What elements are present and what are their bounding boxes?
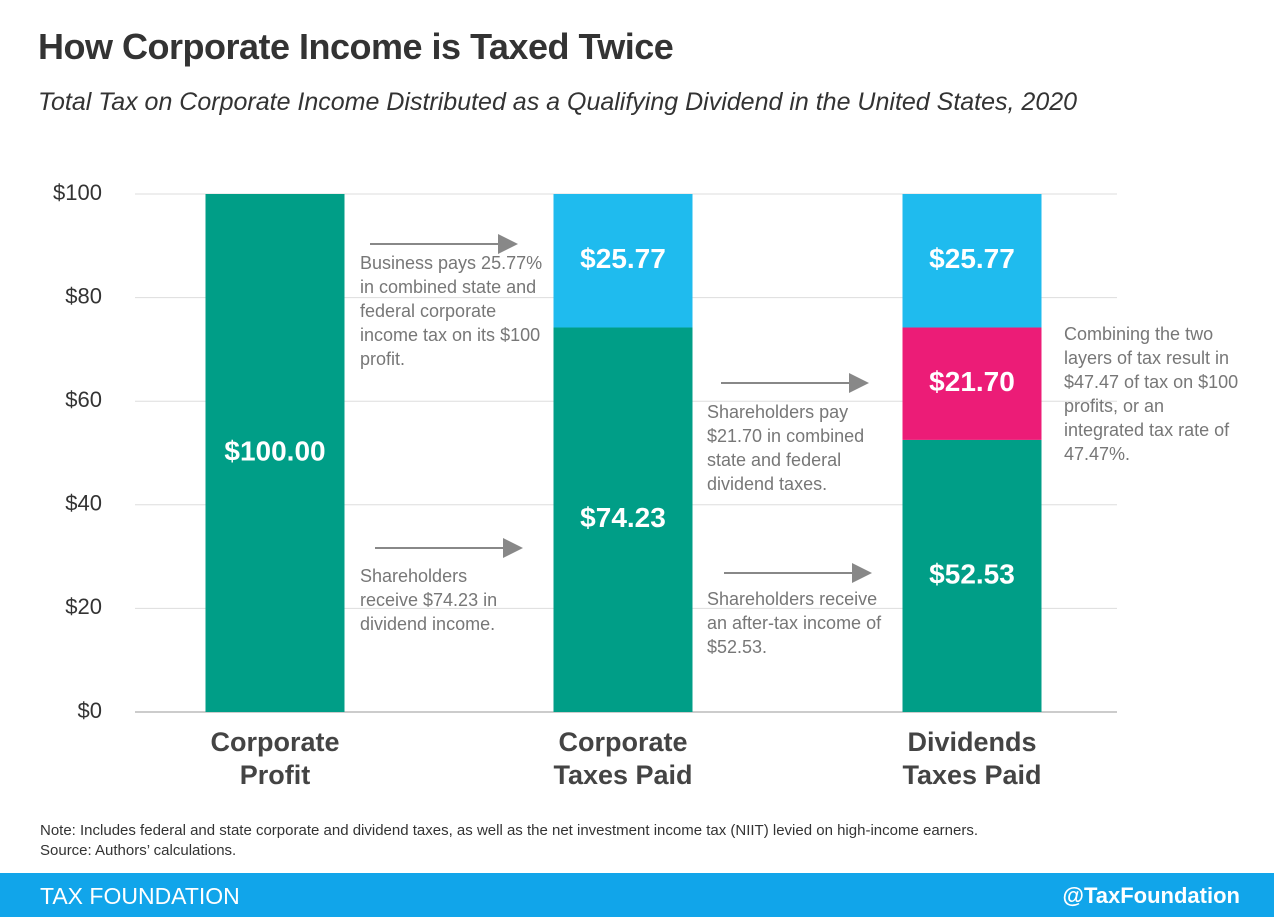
chart-subtitle: Total Tax on Corporate Income Distribute… bbox=[38, 88, 1078, 116]
source: Source: Authors’ calculations. bbox=[40, 842, 237, 859]
handle: @TaxFoundation bbox=[1062, 883, 1240, 908]
data-label: $21.70 bbox=[929, 366, 1015, 397]
data-label: $52.53 bbox=[929, 558, 1015, 589]
data-label: $74.23 bbox=[580, 502, 666, 533]
data-label: $100.00 bbox=[224, 435, 325, 466]
y-tick-label: $0 bbox=[78, 698, 102, 723]
x-tick-label: Corporate Taxes Paid bbox=[553, 727, 693, 790]
bar-segment bbox=[902, 439, 1042, 712]
annotation: Shareholders receive an after-tax income… bbox=[707, 589, 882, 657]
annotation: Shareholders receive $74.23 in dividend … bbox=[360, 566, 498, 634]
y-tick-label: $100 bbox=[53, 180, 102, 205]
arrows bbox=[370, 234, 872, 583]
y-tick-label: $60 bbox=[65, 387, 102, 412]
y-tick-label: $80 bbox=[65, 283, 102, 308]
bar-segment bbox=[902, 327, 1042, 440]
chart-title: How Corporate Income is Taxed Twice bbox=[38, 26, 674, 67]
data-label: $25.77 bbox=[580, 243, 666, 274]
x-tick-label: Corporate Profit bbox=[210, 727, 340, 790]
annotation: Combining the two layers of tax result i… bbox=[1064, 324, 1239, 464]
bar-segment bbox=[553, 194, 693, 328]
data-label: $25.77 bbox=[929, 243, 1015, 274]
brand: TAX FOUNDATION bbox=[40, 883, 240, 909]
y-tick-label: $20 bbox=[65, 594, 102, 619]
footer: TAX FOUNDATION @TaxFoundation bbox=[0, 873, 1274, 917]
note: Note: Includes federal and state corpora… bbox=[40, 822, 978, 839]
x-tick-label: Dividends Taxes Paid bbox=[902, 727, 1042, 790]
bar-segment bbox=[902, 194, 1042, 328]
annotation: Shareholders pay $21.70 in combined stat… bbox=[707, 402, 865, 494]
y-tick-label: $40 bbox=[65, 491, 102, 516]
bar-segment bbox=[553, 327, 693, 712]
annotation: Business pays 25.77% in combined state a… bbox=[360, 253, 543, 369]
bar-segment bbox=[205, 194, 345, 712]
